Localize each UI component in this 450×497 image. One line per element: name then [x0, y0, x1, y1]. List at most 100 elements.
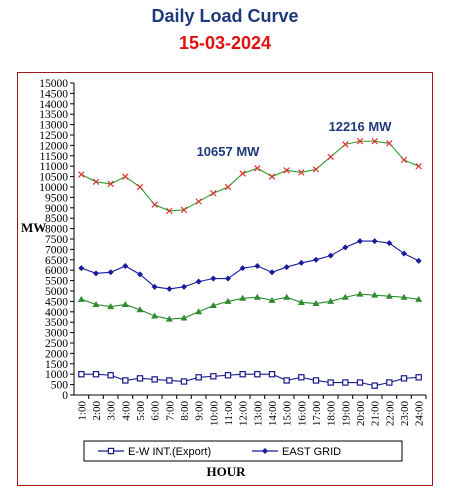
x-tick-label: 16:00 — [296, 401, 308, 427]
point-marker — [269, 269, 275, 276]
point-marker — [283, 293, 291, 300]
y-tick-label: 9500 — [45, 192, 68, 204]
peak-annotation: 10657 MW — [197, 144, 261, 159]
y-tick-label: 3500 — [45, 317, 68, 329]
x-tick-label: 5:00 — [135, 401, 147, 421]
point-marker — [107, 372, 114, 379]
y-tick-label: 8000 — [45, 224, 68, 236]
point-marker — [92, 178, 100, 186]
point-marker — [121, 301, 129, 308]
y-tick-label: 11500 — [40, 151, 69, 163]
point-marker — [180, 314, 188, 321]
point-marker — [254, 263, 261, 270]
y-tick-label: 9000 — [45, 203, 68, 215]
point-marker — [415, 162, 422, 170]
x-tick-label: 24:00 — [414, 401, 426, 427]
point-marker — [239, 265, 246, 272]
point-marker — [386, 140, 393, 147]
point-marker — [283, 377, 290, 384]
x-tick-label: 14:00 — [267, 401, 279, 427]
point-marker — [209, 302, 217, 309]
point-marker-stroke — [136, 183, 144, 191]
point-marker-stroke — [122, 173, 129, 180]
y-tick-label: 14500 — [39, 88, 68, 100]
point-marker — [357, 238, 363, 245]
point-marker — [356, 290, 364, 297]
point-marker — [195, 374, 202, 381]
point-marker-stroke — [356, 138, 364, 145]
y-tick-label: 1000 — [45, 369, 68, 381]
legend-box — [83, 440, 403, 462]
point-marker — [195, 278, 202, 285]
point-marker — [371, 238, 378, 245]
point-marker-stroke — [268, 173, 276, 180]
point-marker-stroke — [239, 170, 246, 177]
chart-frame — [17, 72, 433, 486]
point-marker — [180, 378, 188, 385]
point-marker — [268, 173, 276, 180]
point-marker — [239, 294, 247, 301]
y-tick-label: 7000 — [45, 244, 68, 256]
point-marker-stroke — [151, 201, 158, 208]
x-tick-label: 3:00 — [106, 401, 118, 421]
point-marker — [210, 373, 217, 380]
point-marker — [195, 198, 202, 205]
point-marker — [181, 283, 187, 290]
point-marker-stroke — [312, 166, 320, 173]
series-2 — [78, 238, 422, 292]
y-tick-label: 15000 — [39, 78, 68, 90]
y-tick-label: 12500 — [39, 130, 68, 142]
point-marker-stroke — [195, 198, 202, 205]
point-marker — [400, 293, 408, 300]
point-marker — [224, 372, 232, 379]
point-marker — [78, 265, 85, 272]
point-marker — [312, 166, 320, 173]
legend-entry: EAST GRID — [252, 446, 341, 458]
point-marker — [371, 291, 379, 298]
point-marker — [107, 303, 115, 310]
point-marker-stroke — [283, 167, 290, 174]
point-marker — [136, 183, 144, 191]
legend-label: EAST GRID — [282, 446, 341, 458]
point-marker-stroke — [342, 141, 349, 148]
y-tick-label: 14000 — [39, 99, 68, 111]
legend-entry: E-W INT.(Export) — [98, 446, 211, 458]
y-tick-label: 6000 — [45, 265, 68, 277]
point-marker — [224, 183, 232, 191]
point-marker — [371, 138, 378, 145]
point-marker-stroke — [107, 180, 114, 188]
point-marker — [341, 293, 349, 300]
x-tick-label: 17:00 — [311, 401, 323, 427]
x-tick-label: 22:00 — [384, 401, 396, 427]
point-marker — [195, 308, 203, 315]
series-line — [81, 240, 419, 290]
point-marker-stroke — [415, 162, 422, 170]
point-marker — [415, 295, 423, 302]
point-marker — [283, 264, 290, 271]
point-marker-stroke — [327, 153, 334, 161]
y-axis-label: MW — [21, 220, 46, 235]
point-marker — [312, 377, 320, 384]
x-tick-label: 13:00 — [252, 401, 264, 427]
point-marker — [254, 165, 261, 172]
point-marker — [401, 250, 407, 257]
point-marker — [136, 375, 144, 382]
y-tick-label: 5000 — [45, 286, 68, 298]
legend-label: E-W INT.(Export) — [128, 446, 211, 458]
y-tick-label: 3000 — [45, 328, 68, 340]
point-marker — [225, 275, 231, 282]
y-tick-label: 8500 — [45, 213, 68, 225]
point-marker — [151, 201, 158, 208]
point-marker — [342, 244, 349, 251]
x-tick-label: 12:00 — [238, 401, 250, 427]
point-marker — [92, 301, 100, 308]
series-line — [81, 293, 419, 320]
point-marker — [107, 269, 114, 276]
point-marker-stroke — [92, 178, 100, 186]
x-tick-label: 15:00 — [282, 401, 294, 427]
point-marker — [224, 297, 232, 304]
point-marker — [312, 299, 320, 306]
point-marker — [77, 295, 85, 302]
series-line — [81, 373, 419, 387]
point-marker — [386, 379, 393, 386]
